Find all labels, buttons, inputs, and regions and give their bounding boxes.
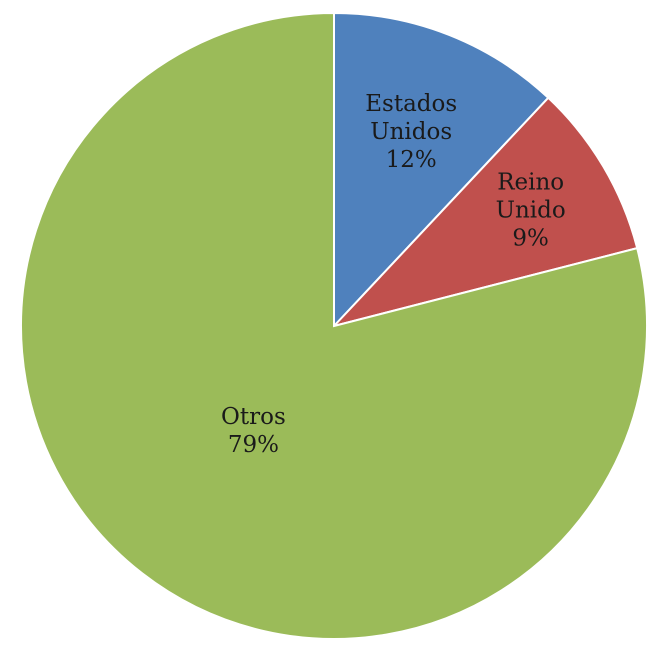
pie-slice-name: Unido <box>496 198 566 224</box>
pie-slice-percent: 12% <box>386 147 437 173</box>
pie-slices <box>20 11 647 640</box>
pie-slice-name: Reino <box>497 170 564 196</box>
pie-slice-name: Estados <box>365 91 457 117</box>
pie-slice-name: Unidos <box>370 119 452 145</box>
pie-slice-label: Otros 79% <box>221 404 286 458</box>
pie-slice-name: Otros <box>221 404 286 430</box>
pie-slice-label: Estados Unidos 12% <box>365 91 457 173</box>
pie-slice-otros <box>20 11 647 640</box>
pie-slice-label: Reino Unido 9% <box>496 170 566 252</box>
pie-labels: Estados Unidos 12% Reino Unido 9% Otros 79% <box>221 91 566 458</box>
pie-slice-percent: 79% <box>228 432 279 458</box>
pie-slice-reino-unido <box>330 96 639 328</box>
pie-slice-estados-unidos <box>333 11 550 329</box>
pie-slice-percent: 9% <box>512 226 549 252</box>
